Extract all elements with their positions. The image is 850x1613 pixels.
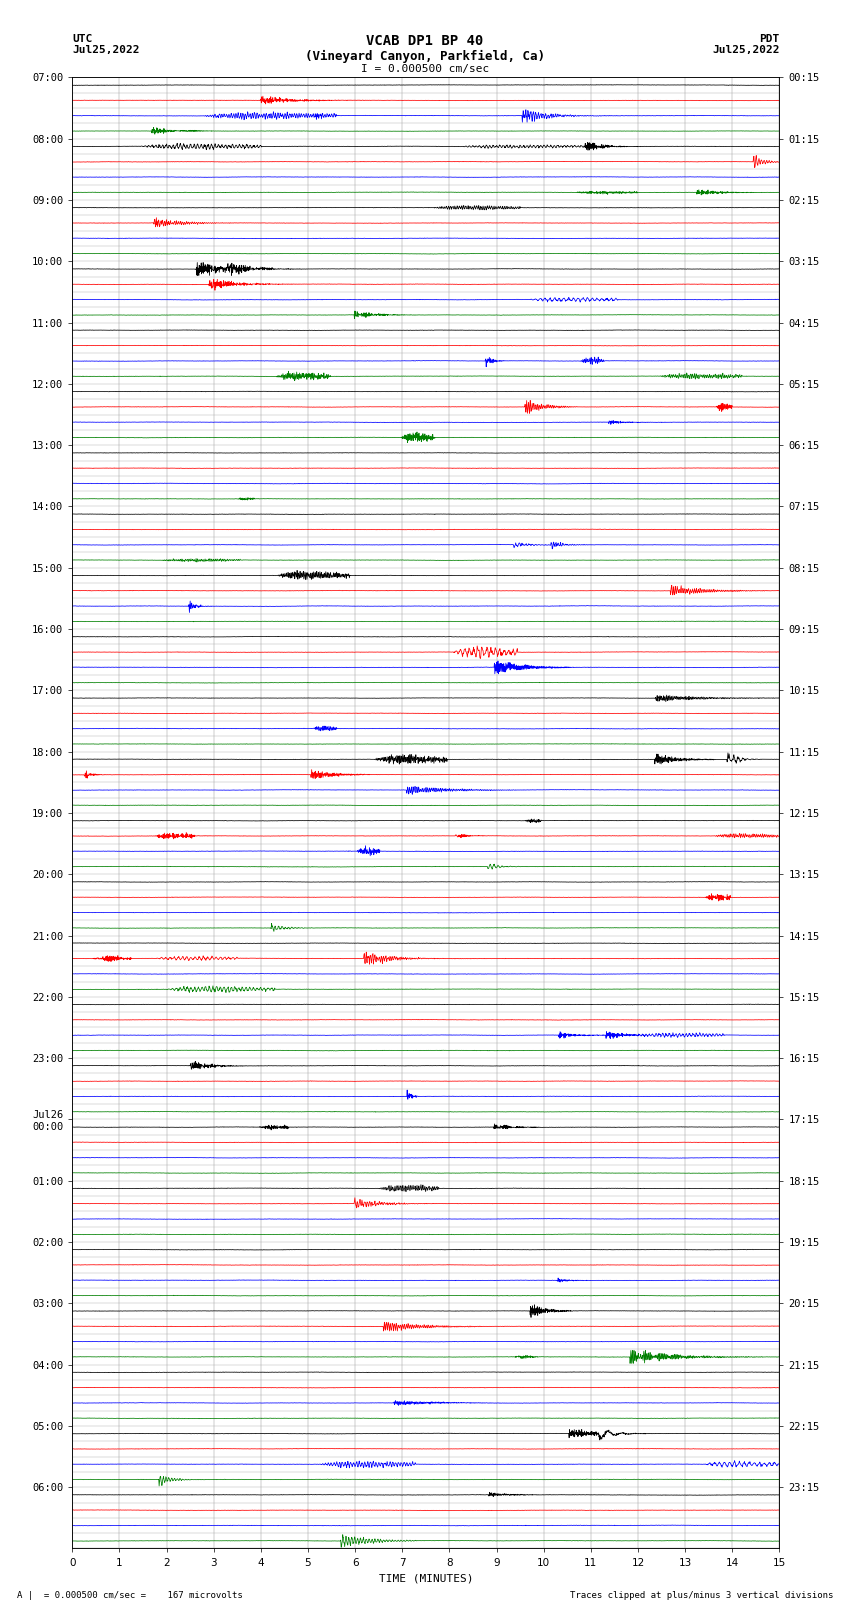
Text: VCAB DP1 BP 40: VCAB DP1 BP 40 [366, 34, 484, 47]
X-axis label: TIME (MINUTES): TIME (MINUTES) [378, 1573, 473, 1582]
Text: Traces clipped at plus/minus 3 vertical divisions: Traces clipped at plus/minus 3 vertical … [570, 1590, 833, 1600]
Text: Jul25,2022: Jul25,2022 [712, 45, 779, 55]
Text: (Vineyard Canyon, Parkfield, Ca): (Vineyard Canyon, Parkfield, Ca) [305, 50, 545, 63]
Text: UTC: UTC [72, 34, 93, 44]
Text: Jul25,2022: Jul25,2022 [72, 45, 139, 55]
Text: PDT: PDT [759, 34, 779, 44]
Text: I = 0.000500 cm/sec: I = 0.000500 cm/sec [361, 65, 489, 74]
Text: A |  = 0.000500 cm/sec =    167 microvolts: A | = 0.000500 cm/sec = 167 microvolts [17, 1590, 243, 1600]
